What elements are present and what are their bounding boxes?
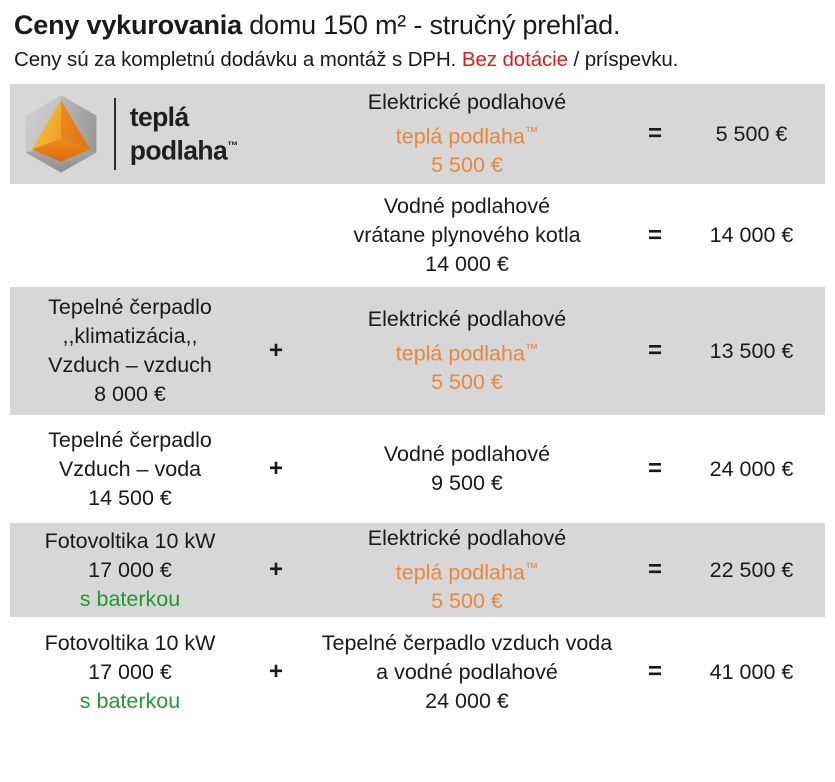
equals-operator: =: [647, 120, 662, 147]
logo-line-2: podlaha™: [129, 135, 239, 166]
header: Ceny vykurovania domu 150 m² - stručný p…: [0, 0, 835, 74]
middle-line: 24 000 €: [425, 688, 509, 713]
table-row: Tepelné čerpadlo ,,klimatizácia,, Vzduch –…: [10, 287, 825, 415]
left-line: 14 500 €: [88, 485, 172, 510]
left-line: Fotovoltika 10 kW: [44, 528, 216, 553]
row-product-left: Tepelné čerpadlo ,,klimatizácia,, Vzduch –…: [10, 293, 250, 409]
logo-wordmark: teplá podlaha™: [129, 101, 239, 166]
plus-operator: +: [268, 658, 283, 685]
teplapodlaha-cube-logo-icon: [22, 94, 100, 174]
subtitle-highlight: Bez dotácie: [461, 48, 568, 71]
middle-line: Vodné podlahové: [383, 442, 551, 466]
left-line: 17 000 €: [88, 659, 172, 684]
plus-operator: +: [268, 455, 283, 482]
pricing-table: teplá podlaha™ Elektrické podlahové teplá…: [0, 84, 835, 727]
middle-line: teplá podlaha™: [395, 340, 539, 366]
row-total-price: 41 000 €: [709, 659, 794, 684]
left-line: Tepelné čerpadlo: [48, 295, 212, 319]
middle-line: vrátane plynového kotla: [353, 223, 581, 247]
left-line: s baterkou: [79, 586, 181, 611]
left-line: Vzduch – vzduch: [48, 353, 212, 377]
subtitle-after: / príspevku.: [567, 48, 679, 71]
table-row: Tepelné čerpadlo Vzduch – voda 14 500 € + Vo…: [10, 415, 825, 523]
table-row: teplá podlaha™ Elektrické podlahové teplá…: [10, 84, 825, 184]
row-total-price: 14 000 €: [709, 223, 794, 247]
middle-line: Tepelné čerpadlo vzduch voda: [321, 630, 613, 655]
equals-operator: =: [647, 658, 662, 685]
left-line: Vzduch – voda: [58, 456, 202, 481]
row-product-left: Tepelné čerpadlo Vzduch – voda 14 500 €: [10, 426, 250, 513]
equals-operator: =: [647, 455, 662, 482]
left-line: s baterkou: [79, 688, 181, 713]
row-product-middle: Vodné podlahové 9 500 €: [302, 440, 632, 498]
left-line: Fotovoltika 10 kW: [44, 630, 216, 655]
middle-line: 5 500 €: [431, 153, 503, 178]
left-line: ,,klimatizácia,,: [62, 324, 198, 348]
middle-line: a vodné podlahové: [376, 659, 558, 684]
table-row: Vodné podlahové vrátane plynového kotla 14…: [10, 184, 825, 287]
plus-operator: +: [268, 556, 283, 583]
logo-line-1: teplá: [129, 101, 189, 132]
row-product-middle: Tepelné čerpadlo vzduch voda a vodné podl…: [302, 629, 632, 716]
middle-line: 9 500 €: [431, 471, 503, 495]
middle-line: teplá podlaha™: [395, 559, 539, 585]
row-total-price: 5 500 €: [715, 121, 788, 146]
page-title: Ceny vykurovania domu 150 m² - stručný p…: [14, 8, 823, 42]
row-product-middle: Elektrické podlahové teplá podlaha™ 5 500 …: [302, 524, 632, 616]
row-total-price: 13 500 €: [709, 338, 794, 363]
middle-line: Elektrické podlahové: [367, 306, 567, 331]
left-line: 8 000 €: [94, 382, 166, 406]
middle-line: 14 000 €: [425, 252, 509, 276]
left-line: Tepelné čerpadlo: [48, 427, 212, 452]
row-logo-cell: teplá podlaha™: [10, 94, 250, 174]
page-title-strong: Ceny vykurovania: [14, 10, 242, 40]
middle-line: 5 500 €: [431, 370, 503, 395]
page-title-rest: domu 150 m² - stručný prehľad.: [241, 10, 621, 40]
middle-line: Elektrické podlahové: [367, 89, 567, 114]
logo-divider: [113, 98, 116, 170]
equals-operator: =: [647, 221, 662, 249]
page-subtitle: Ceny sú za kompletnú dodávku a montáž s …: [14, 46, 823, 74]
row-product-left: Fotovoltika 10 kW 17 000 € s baterkou: [10, 629, 250, 716]
equals-operator: =: [647, 337, 662, 364]
middle-line: teplá podlaha™: [395, 123, 539, 149]
trademark-symbol: ™: [524, 123, 539, 139]
row-product-middle: Elektrické podlahové teplá podlaha™ 5 500 …: [302, 88, 632, 180]
row-product-middle: Vodné podlahové vrátane plynového kotla 14…: [302, 192, 632, 279]
row-product-left: Fotovoltika 10 kW 17 000 € s baterkou: [10, 527, 250, 614]
equals-operator: =: [647, 556, 662, 583]
row-total-price: 24 000 €: [709, 456, 794, 481]
middle-line: 5 500 €: [431, 589, 503, 614]
middle-line: Elektrické podlahové: [367, 525, 567, 550]
trademark-symbol: ™: [524, 340, 539, 356]
trademark-symbol: ™: [227, 139, 239, 152]
table-row: Fotovoltika 10 kW 17 000 € s baterkou + Tepe…: [10, 617, 825, 727]
row-total-price: 22 500 €: [709, 557, 794, 582]
trademark-symbol: ™: [524, 559, 539, 575]
row-product-middle: Elektrické podlahové teplá podlaha™ 5 500 …: [302, 305, 632, 397]
left-line: 17 000 €: [88, 557, 172, 582]
middle-line: Vodné podlahové: [383, 194, 551, 218]
subtitle-before: Ceny sú za kompletnú dodávku a montáž s …: [14, 48, 462, 71]
plus-operator: +: [268, 337, 283, 364]
table-row: Fotovoltika 10 kW 17 000 € s baterkou + Elek…: [10, 523, 825, 617]
